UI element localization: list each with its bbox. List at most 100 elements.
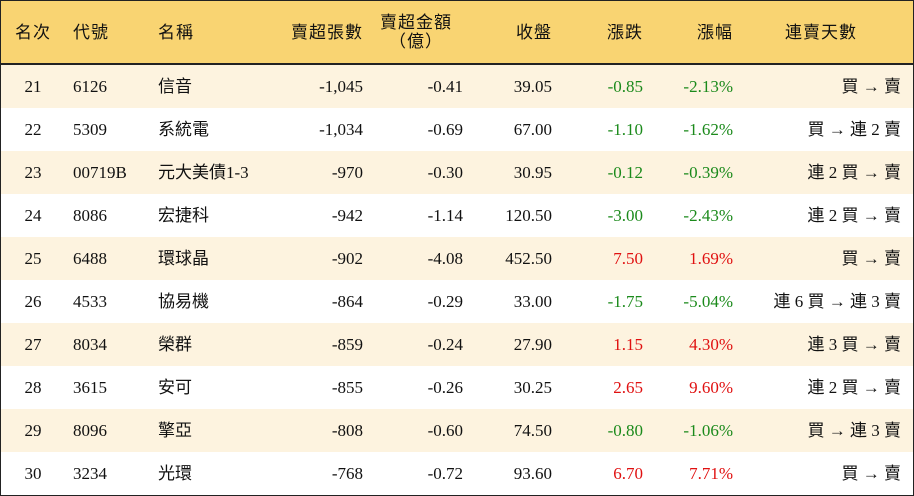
table-cell: 連 2 買 → 賣	[807, 378, 902, 397]
table-cell: 6.70	[613, 464, 643, 483]
table-row: 27 8034 榮群 -859 -0.24 27.90 1.15 4.30% 連 3 買 → 賣	[1, 323, 913, 366]
table-cell: 8086	[73, 206, 107, 225]
table-cell: 67.00	[513, 120, 552, 139]
table-cell: 120.50	[505, 206, 552, 225]
table-cell: 擎亞	[158, 421, 192, 440]
table-cell: -855	[331, 378, 363, 397]
table-cell: -0.72	[427, 464, 463, 483]
table-header: 名次 代號 名稱 賣超張數 賣超金額 （億） 收盤 漲跌 漲幅 連賣天數	[1, 1, 913, 65]
table-cell: 連 6 買 → 連 3 賣	[773, 292, 902, 311]
table-cell: -942	[331, 206, 363, 225]
table-cell: 6488	[73, 249, 107, 268]
table-cell: 24	[24, 206, 42, 225]
table-cell: 22	[24, 120, 42, 139]
table-cell: 7.71%	[689, 464, 733, 483]
table-cell: -5.04%	[683, 292, 733, 311]
table-cell: 4533	[73, 292, 107, 311]
table-cell: 30.95	[513, 163, 552, 182]
table-cell: 1.69%	[689, 249, 733, 268]
table-row: 22 5309 系統電 -1,034 -0.69 67.00 -1.10 -1.62% 買 → …	[1, 108, 913, 151]
table-cell: 23	[24, 163, 42, 182]
table-cell: -0.26	[427, 378, 463, 397]
table-cell: -1,034	[319, 120, 363, 139]
table-cell: 9.60%	[689, 378, 733, 397]
table-cell: 信音	[158, 77, 192, 96]
table-cell: 宏捷科	[158, 206, 209, 225]
table-row: 21 6126 信音 -1,045 -0.41 39.05 -0.85 -2.13% 買 → 賣	[1, 65, 913, 108]
table-cell: -970	[331, 163, 363, 182]
table-cell: 3234	[73, 464, 107, 483]
table-cell: 25	[24, 249, 42, 268]
table-cell: 27	[24, 335, 42, 354]
table-cell: 1.15	[613, 335, 643, 354]
table-cell: -4.08	[427, 249, 463, 268]
table-cell: 6126	[73, 77, 107, 96]
table-cell: 連 2 買 → 賣	[807, 206, 902, 225]
table-cell: 買 → 連 2 賣	[807, 120, 902, 139]
table-cell: -1.06%	[683, 421, 733, 440]
table-cell: 2.65	[613, 378, 643, 397]
table-cell: 8096	[73, 421, 107, 440]
table-cell: 環球晶	[158, 249, 209, 268]
table-cell: -859	[331, 335, 363, 354]
table-cell: 買 → 賣	[841, 77, 902, 96]
table-cell: 7.50	[613, 249, 643, 268]
table-cell: 8034	[73, 335, 107, 354]
table-cell: -0.12	[607, 163, 643, 182]
table-cell: -1,045	[319, 77, 363, 96]
table-row: 26 4533 協易機 -864 -0.29 33.00 -1.75 -5.04% 連 6 買 …	[1, 280, 913, 323]
table-cell: 30.25	[513, 378, 552, 397]
table-cell: -864	[331, 292, 363, 311]
header-cell: 收盤	[516, 22, 552, 42]
table-cell: 93.60	[513, 464, 552, 483]
header-cell: 賣超金額 （億）	[380, 13, 452, 51]
table-cell: -0.24	[427, 335, 463, 354]
table-row: 24 8086 宏捷科 -942 -1.14 120.50 -3.00 -2.43% 連 2 買…	[1, 194, 913, 237]
table-cell: 連 3 買 → 賣	[807, 335, 902, 354]
table-row: 30 3234 光環 -768 -0.72 93.60 6.70 7.71% 買 → 賣	[1, 452, 913, 495]
table-cell: 39.05	[513, 77, 552, 96]
table-cell: 光環	[158, 464, 192, 483]
header-cell: 代號	[73, 22, 109, 42]
table-cell: -3.00	[607, 206, 643, 225]
table-cell: 00719B	[73, 163, 127, 182]
header-cell: 賣超張數	[291, 22, 363, 42]
table-cell: 28	[24, 378, 42, 397]
header-cell: 名次	[15, 22, 51, 42]
header-cell: 漲幅	[697, 22, 733, 42]
table-cell: 3615	[73, 378, 107, 397]
table-cell: 5309	[73, 120, 107, 139]
table-cell: 74.50	[513, 421, 552, 440]
table-row: 28 3615 安可 -855 -0.26 30.25 2.65 9.60% 連 2 買 → 賣	[1, 366, 913, 409]
table-cell: 27.90	[513, 335, 552, 354]
table-cell: 買 → 賣	[841, 249, 902, 268]
table-cell: -0.30	[427, 163, 463, 182]
table-cell: 協易機	[158, 292, 209, 311]
table-cell: 買 → 連 3 賣	[807, 421, 902, 440]
table-cell: -0.39%	[683, 163, 733, 182]
table-cell: 系統電	[158, 120, 209, 139]
table-cell: 安可	[158, 378, 192, 397]
table-cell: 4.30%	[689, 335, 733, 354]
table-cell: 連 2 買 → 賣	[807, 163, 902, 182]
table-cell: -0.80	[607, 421, 643, 440]
table-row: 25 6488 環球晶 -902 -4.08 452.50 7.50 1.69% 買 → 賣	[1, 237, 913, 280]
table-row: 29 8096 擎亞 -808 -0.60 74.50 -0.80 -1.06% 買 → 連 3…	[1, 409, 913, 452]
table-cell: -1.10	[607, 120, 643, 139]
table-cell: -1.75	[607, 292, 643, 311]
table-row: 23 00719B 元大美債1-3 -970 -0.30 30.95 -0.12 -0.39%…	[1, 151, 913, 194]
header-cell: 漲跌	[607, 22, 643, 42]
table-cell: -0.41	[427, 77, 463, 96]
table-cell: 452.50	[505, 249, 552, 268]
table-cell: 元大美債1-3	[158, 163, 249, 182]
table-cell: 30	[24, 464, 42, 483]
table-cell: 榮群	[158, 335, 192, 354]
table-cell: 買 → 賣	[841, 464, 902, 483]
table-cell: -768	[331, 464, 363, 483]
table-cell: -2.13%	[683, 77, 733, 96]
table-cell: 33.00	[513, 292, 552, 311]
table-cell: -1.14	[427, 206, 463, 225]
table-cell: -808	[331, 421, 363, 440]
table-cell: -0.85	[607, 77, 643, 96]
